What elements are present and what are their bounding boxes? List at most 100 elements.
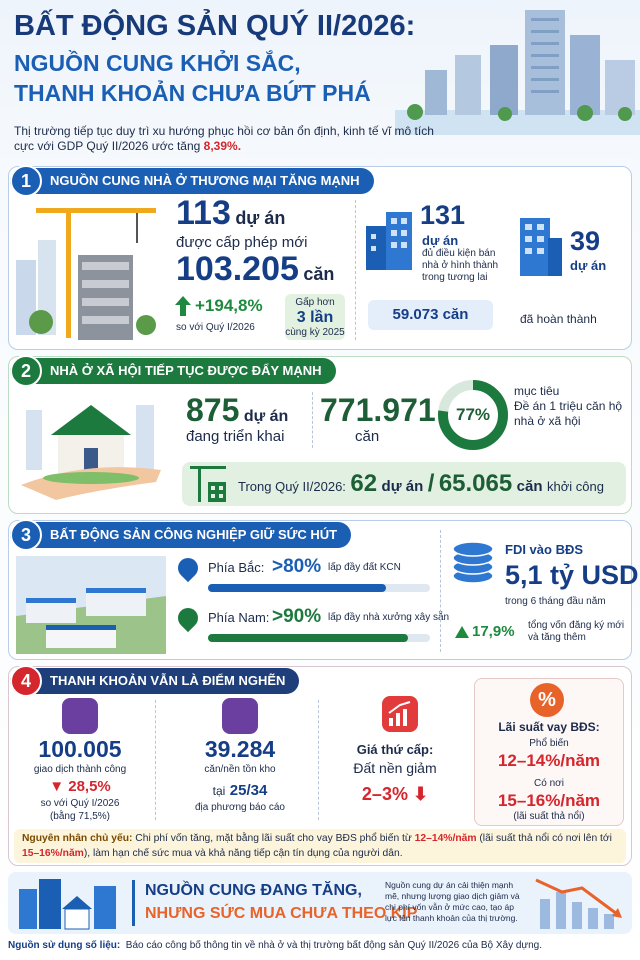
house-illustration <box>21 405 161 500</box>
label: Có nơi <box>534 778 564 789</box>
banner-line: NGUỒN CUNG ĐANG TĂNG, <box>145 882 362 899</box>
divider <box>355 200 356 340</box>
secondary-label: Giá thứ cấp: <box>356 742 434 757</box>
source: Nguồn sử dụng số liệu: Báo cáo công bố t… <box>8 940 542 951</box>
factory-illustration <box>16 556 166 654</box>
cause-text: Chi phí vốn tăng, mặt bằng lãi suất cho … <box>135 833 412 844</box>
down-arrow: ▼ <box>49 778 65 795</box>
skyline-illustration <box>395 10 640 135</box>
label: khởi công <box>546 479 604 494</box>
label: cùng kỳ 2025 <box>285 327 345 338</box>
section-number: 4 <box>10 665 42 697</box>
donut-label: 77% <box>456 405 490 424</box>
rate-peak: 15–16%/năm <box>497 791 601 810</box>
rate-label: Lãi suất vay BĐS: <box>498 720 600 734</box>
eligible: 131 <box>420 200 466 230</box>
section-title: THANH KHOẢN VẪN LÀ ĐIỂM NGHẼN <box>50 673 286 688</box>
percent-icon: % <box>530 683 564 717</box>
section-number: 2 <box>10 355 42 387</box>
label: đang triển khai <box>186 428 285 445</box>
secondary-text: Đất nền giảm <box>353 760 437 776</box>
section-title: NHÀ Ở XÃ HỘI TIẾP TỤC ĐƯỢC ĐẨY MẠNH <box>50 363 322 378</box>
intro: Thị trường tiếp tục duy trì xu hướng phụ… <box>14 124 444 154</box>
label: tại <box>212 784 226 798</box>
value: 65.065 <box>438 470 513 497</box>
region-name: Phía Nam: <box>208 610 270 625</box>
divider <box>312 392 313 448</box>
building-icon <box>520 218 562 276</box>
value: 28,5% <box>68 778 111 795</box>
region-text: lấp đầy đất KCN <box>328 562 401 573</box>
cause-text: ), làm hạn chế sức mua và khả năng tiếp … <box>83 848 403 859</box>
section-header: 3 BẤT ĐỘNG SẢN CÔNG NGHIỆP GIỮ SỨC HÚT <box>10 519 352 551</box>
source-label: Nguồn sử dụng số liệu: <box>8 940 121 951</box>
cause-highlight: 15–16%/năm <box>22 848 84 859</box>
region-rate: >80% <box>272 556 322 577</box>
licensed: 113 dự án <box>176 194 285 233</box>
label: được cấp phép mới <box>176 234 308 251</box>
unit: dự án <box>570 258 607 273</box>
divider <box>318 700 319 820</box>
section-header: 2 NHÀ Ở XÃ HỘI TIẾP TỤC ĐƯỢC ĐẨY MẠNH <box>10 355 336 387</box>
done: 39 <box>570 226 601 256</box>
fdi-period: trong 6 tháng đầu năm <box>505 596 606 607</box>
value: 875 <box>186 392 240 428</box>
projects: 875 dự án <box>186 392 288 429</box>
section-number: 1 <box>10 165 42 197</box>
fdi-value: 5,1 tỷ USD <box>505 560 639 590</box>
decline-icon <box>535 878 622 929</box>
section-title: NGUỒN CUNG NHÀ Ở THƯƠNG MẠI TĂNG MẠNH <box>50 173 360 188</box>
value: 2–3% <box>361 784 408 804</box>
started-box <box>182 462 626 506</box>
donut-arc <box>438 380 508 450</box>
intro-text: Thị trường tiếp tục duy trì xu hướng phụ… <box>14 124 434 153</box>
city-icon <box>19 879 116 930</box>
warehouse-icon <box>222 698 258 734</box>
growth-label: so với Quý I/2026 <box>176 322 255 333</box>
inventory-places: tại 25/34 <box>170 782 310 800</box>
divider <box>440 530 441 652</box>
transactions-change: ▼ 28,5% <box>10 778 150 795</box>
label: (lãi suất thả nổi) <box>513 811 585 822</box>
times-box: Gấp hơn 3 lần cùng kỳ 2025 <box>285 294 345 340</box>
label: đủ điều kiện bán nhà ở hình thành trong … <box>422 248 499 283</box>
label: mục tiêu <box>514 384 560 398</box>
unit: dự án <box>381 478 424 495</box>
label: Phổ biến <box>529 738 569 749</box>
label: Đề án 1 triệu căn hộ nhà ở xã hội <box>514 399 623 428</box>
units: 771.971 <box>320 392 436 428</box>
target-donut: 77% <box>438 380 508 450</box>
label: so với Quý I/2026 <box>40 798 120 809</box>
separator: / <box>427 470 435 497</box>
section-header: 4 THANH KHOẢN VẪN LÀ ĐIỂM NGHẼN <box>10 665 300 697</box>
value: 62 <box>350 470 378 497</box>
region-name: Phía Bắc: <box>208 560 265 575</box>
label: (bằng 71,5%) <box>49 811 111 822</box>
label: giao dịch thành công <box>33 764 127 775</box>
label: Gấp hơn <box>295 297 335 308</box>
cause-text: (lãi suất thả nổi có nơi lên tới <box>479 833 612 844</box>
up-triangle <box>455 626 469 638</box>
cause-lead: Nguyên nhân chủ yếu: <box>22 833 133 844</box>
region-rate: >90% <box>272 606 322 627</box>
up-arrow <box>175 296 191 316</box>
title: BẤT ĐỘNG SẢN QUÝ II/2026: <box>14 10 416 42</box>
source-text: Báo cáo công bố thông tin về nhà ở và th… <box>125 940 543 951</box>
units: 103.205 căn <box>176 250 334 289</box>
coins-icon <box>452 541 494 584</box>
handshake-icon <box>62 698 98 734</box>
label: Trong Quý II/2026: <box>238 479 346 494</box>
label: căn/nền tồn kho <box>204 764 276 775</box>
unit: căn <box>303 264 335 284</box>
subtitle: THANH KHOẢN CHƯA BỨT PHÁ <box>14 80 371 106</box>
banner-line: NHƯNG SỨC MUA CHƯA THEO KỊP <box>145 905 418 922</box>
label: đã hoàn thành <box>520 312 597 326</box>
value: 3 lần <box>296 309 334 326</box>
value: 113 <box>176 194 231 232</box>
value: 103.205 <box>176 250 299 288</box>
started: Trong Quý II/2026: 62 dự án / 65.065 căn… <box>238 470 604 498</box>
section-title: BẤT ĐỘNG SẢN CÔNG NGHIỆP GIỮ SỨC HÚT <box>50 527 338 542</box>
cause-box: Nguyên nhân chủ yếu: Chi phí vốn tăng, m… <box>14 829 626 863</box>
subtitle: NGUỒN CUNG KHỞI SẮC, <box>14 50 301 76</box>
rate-common: 12–14%/năm <box>497 751 601 770</box>
